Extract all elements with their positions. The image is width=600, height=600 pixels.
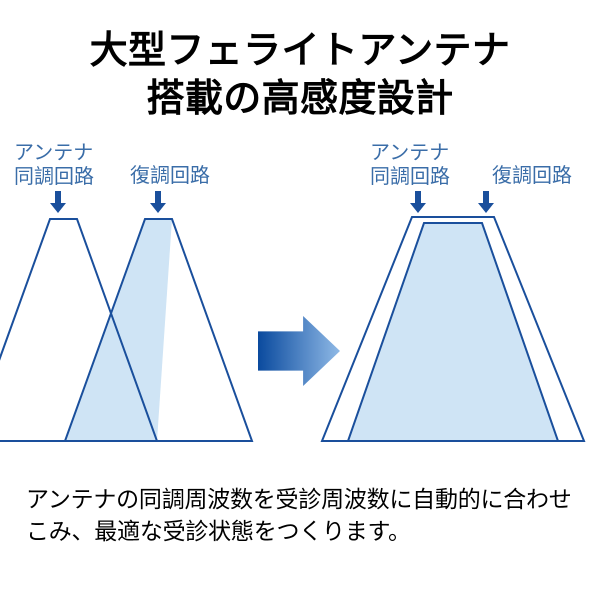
title-line1: 大型フェライトアンテナ	[0, 28, 600, 76]
right-panel: アンテナ 同調回路 復調回路	[352, 141, 600, 471]
right-trapezoids	[352, 141, 600, 471]
diagram-area: アンテナ 同調回路 復調回路 アンテナ 同調回路 復調回路	[0, 141, 600, 471]
big-arrow-icon	[258, 316, 340, 386]
footer-text: アンテナの同調周波数を受診周波数に自動的に合わせこみ、最適な受診状態をつくります…	[0, 483, 600, 547]
left-panel: アンテナ 同調回路 復調回路	[0, 141, 260, 471]
title-line2: 搭載の高感度設計	[0, 76, 600, 124]
left-trapezoids	[0, 141, 260, 471]
